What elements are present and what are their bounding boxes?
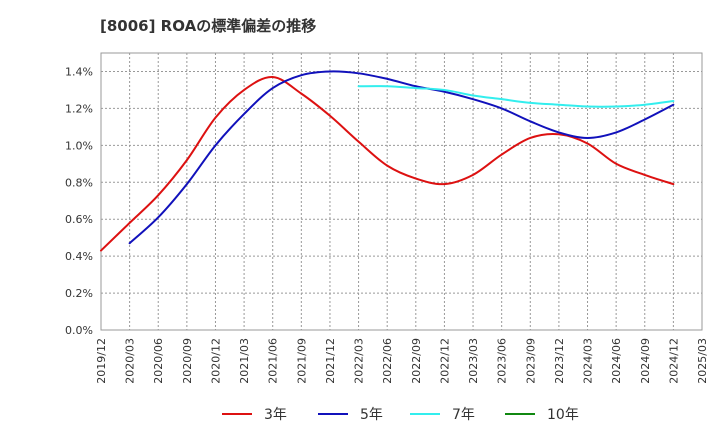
y-axis: 0.0% 0.2% 0.4% 0.6% 0.8% 1.0% 1.2% 1.4%: [65, 65, 93, 337]
series-line-1: [128, 70, 675, 245]
y-tick-label: 0.6%: [65, 213, 93, 226]
x-tick-label: 2024/09: [639, 338, 652, 384]
y-tick-label: 0.4%: [65, 250, 93, 263]
x-tick-label: 2021/12: [324, 338, 337, 384]
x-tick-label: 2023/06: [496, 338, 509, 384]
legend-label: 10年: [547, 407, 579, 423]
y-tick-label: 1.4%: [65, 65, 93, 78]
x-axis: 2019/12 2020/03 2020/06 2020/09 2020/12 2021/…: [95, 338, 709, 384]
x-tick-label: 2025/03: [696, 338, 709, 384]
legend-label: 7年: [452, 407, 475, 423]
x-tick-label: 2022/12: [438, 338, 451, 384]
x-tick-label: 2020/12: [209, 338, 222, 384]
x-tick-label: 2021/06: [267, 338, 280, 384]
x-tick-label: 2019/12: [95, 338, 108, 384]
y-tick-label: 0.2%: [65, 287, 93, 300]
x-tick-label: 2020/06: [152, 338, 165, 384]
x-tick-label: 2020/09: [181, 338, 194, 384]
x-tick-label: 2024/06: [610, 338, 623, 384]
x-tick-label: 2023/09: [524, 338, 537, 384]
x-tick-label: 2021/09: [295, 338, 308, 384]
x-tick-label: 2022/03: [353, 338, 366, 384]
series-lines: [100, 70, 675, 252]
x-tick-label: 2023/12: [553, 338, 566, 384]
x-tick-label: 2020/03: [124, 338, 137, 384]
x-tick-label: 2023/03: [467, 338, 480, 384]
legend-label: 3年: [264, 407, 287, 423]
x-tick-label: 2022/06: [381, 338, 394, 384]
legend-label: 5年: [360, 407, 383, 423]
plot-area: [100, 52, 703, 331]
x-tick-label: 2024/12: [667, 338, 680, 384]
grid: [100, 53, 703, 331]
x-tick-label: 2021/03: [238, 338, 251, 384]
y-tick-label: 0.8%: [65, 176, 93, 189]
y-tick-label: 1.0%: [65, 139, 93, 152]
x-tick-label: 2024/03: [582, 338, 595, 384]
y-tick-label: 1.2%: [65, 102, 93, 115]
series-line-2: [357, 85, 675, 108]
chart-title: [8006] ROAの標準偏差の推移: [100, 17, 316, 35]
x-tick-label: 2022/09: [410, 338, 423, 384]
legend: 3年 5年 7年 10年: [222, 407, 579, 423]
y-tick-label: 0.0%: [65, 324, 93, 337]
series-line-0: [100, 76, 675, 252]
